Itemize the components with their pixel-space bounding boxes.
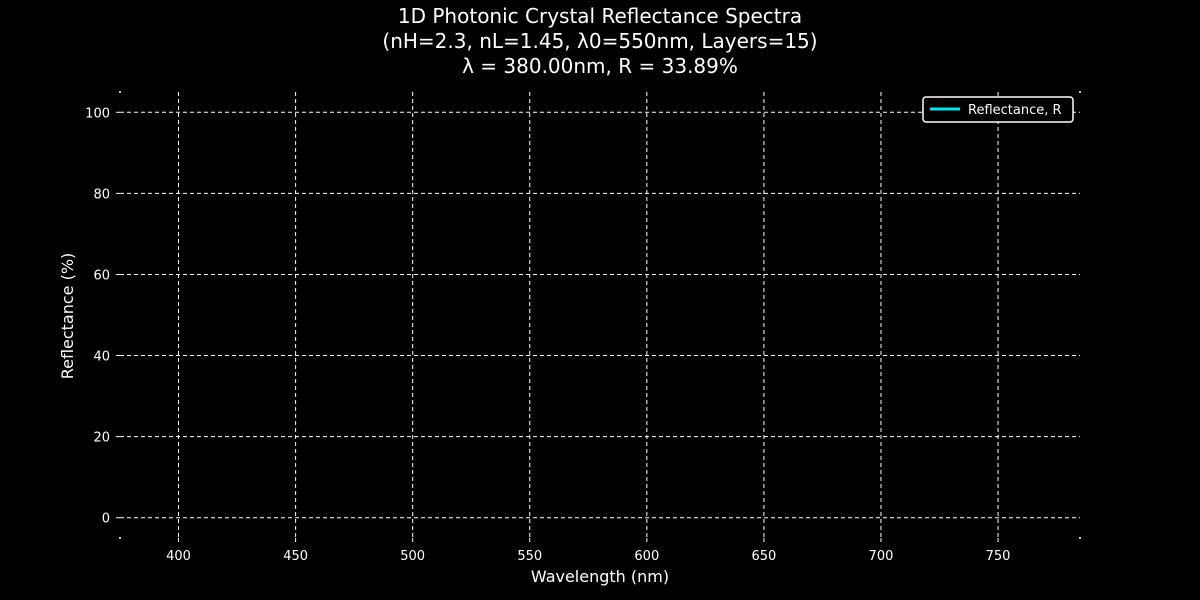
legend-label: Reflectance, R <box>968 103 1062 118</box>
x-tick-label: 750 <box>986 549 1011 564</box>
x-tick-label: 400 <box>166 549 191 564</box>
x-tick-label: 600 <box>634 549 659 564</box>
legend: Reflectance, R <box>922 96 1074 123</box>
x-tick-label: 500 <box>400 549 425 564</box>
x-axis-label: Wavelength (nm) <box>531 567 669 586</box>
x-tick-label: 450 <box>283 549 308 564</box>
legend-box <box>922 96 1074 123</box>
y-tick-label: 100 <box>85 106 110 121</box>
chart-title-line-3: λ = 380.00nm, R = 33.89% <box>462 54 738 78</box>
y-tick-label: 60 <box>93 268 110 283</box>
x-tick-label: 550 <box>517 549 542 564</box>
x-tick-label: 650 <box>751 549 776 564</box>
plot-area: 400 450 500 550 600 650 700 750 0 20 40 60 80 100 <box>85 91 1081 564</box>
y-tick-label: 0 <box>102 512 110 527</box>
y-axis-label: Reflectance (%) <box>58 253 77 380</box>
plot-corner-mark <box>119 537 121 539</box>
chart-title-line-2: (nH=2.3, nL=1.45, λ0=550nm, Layers=15) <box>382 29 817 53</box>
x-tick-label: 700 <box>869 549 894 564</box>
plot-corner-mark <box>1079 91 1081 93</box>
y-tick-label: 80 <box>93 187 110 202</box>
y-tick-label: 20 <box>93 431 110 446</box>
plot-corner-mark <box>1079 537 1081 539</box>
chart-title-line-1: 1D Photonic Crystal Reflectance Spectra <box>398 4 802 28</box>
y-tick-label: 40 <box>93 350 110 365</box>
plot-corner-mark <box>119 91 121 93</box>
